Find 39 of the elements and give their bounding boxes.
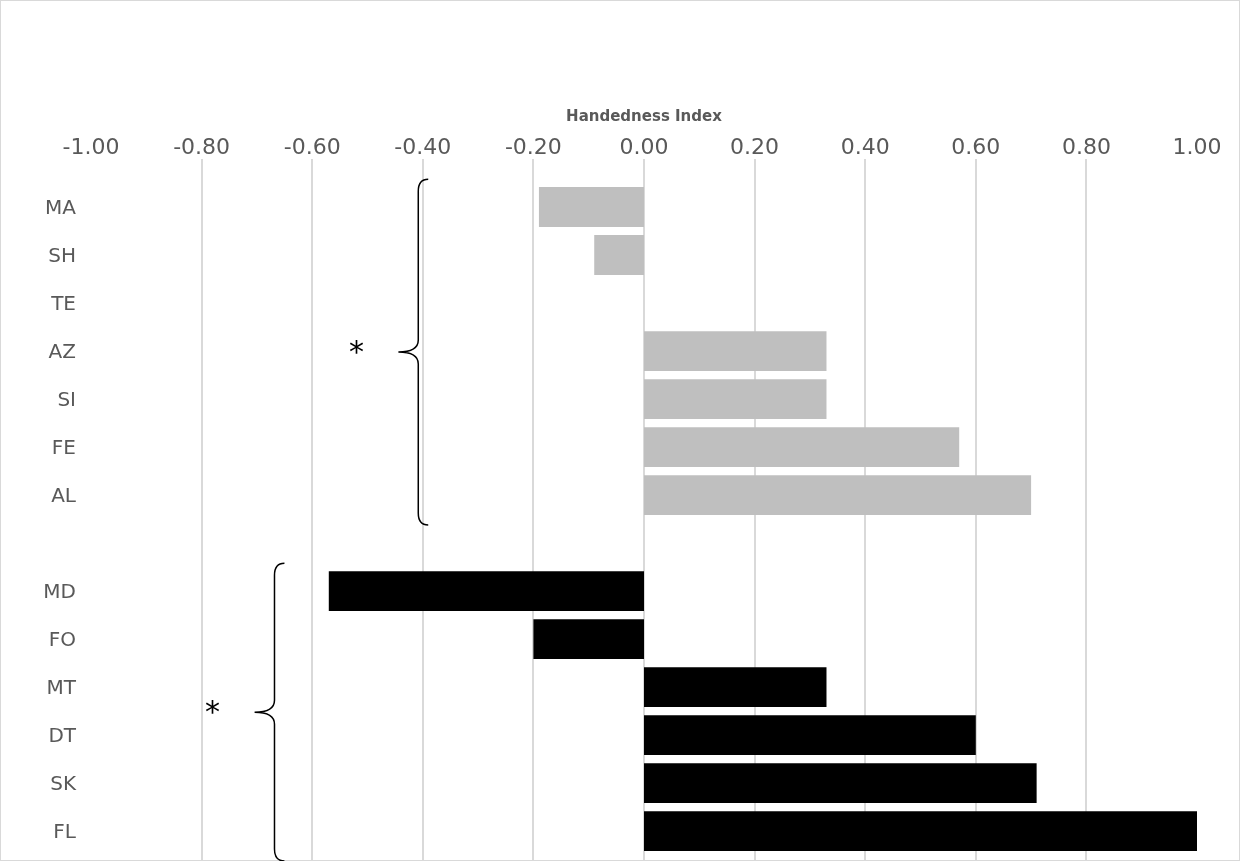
- x-tick-label: -0.80: [173, 133, 231, 159]
- x-tick-label: -0.60: [283, 133, 341, 159]
- bar: [644, 715, 976, 756]
- y-tick-label: SK: [50, 771, 77, 796]
- x-tick-label: 0.60: [951, 133, 1001, 159]
- y-tick-label: FL: [53, 819, 77, 844]
- y-tick-label: SH: [48, 243, 76, 268]
- bar: [644, 475, 1032, 516]
- x-tick-label: -0.40: [394, 133, 452, 159]
- y-tick-label: AZ: [48, 339, 76, 364]
- y-tick-label: DT: [48, 723, 77, 748]
- y-tick-label: MD: [43, 579, 76, 604]
- annotation: *: [205, 694, 220, 729]
- bar: [644, 667, 827, 708]
- bar: [538, 187, 644, 227]
- bar: [328, 571, 644, 612]
- bar: [533, 619, 644, 660]
- bar: [644, 763, 1037, 804]
- bar: [644, 331, 827, 371]
- x-tick-label: 0.40: [840, 133, 890, 159]
- y-tick-label: SI: [57, 387, 76, 412]
- y-tick-label: FE: [51, 435, 76, 460]
- bar: [644, 427, 960, 468]
- x-tick-label: 1.00: [1172, 133, 1222, 159]
- annotation: *: [349, 334, 364, 369]
- y-tick-label: TE: [50, 291, 76, 316]
- x-tick-label: -0.20: [504, 133, 562, 159]
- x-tick-label: 0.80: [1061, 133, 1111, 159]
- x-tick-label: 0.00: [619, 133, 669, 159]
- y-tick-label: MT: [46, 675, 77, 700]
- bar: [644, 379, 827, 419]
- y-tick-label: AL: [51, 483, 77, 508]
- x-tick-label: 0.20: [730, 133, 780, 159]
- x-axis-title: Handedness Index: [566, 106, 723, 125]
- bar: [644, 811, 1197, 852]
- y-tick-label: FO: [48, 627, 76, 652]
- y-tick-label: MA: [45, 195, 77, 220]
- x-tick-label: -1.00: [62, 133, 120, 159]
- bar: [594, 235, 644, 275]
